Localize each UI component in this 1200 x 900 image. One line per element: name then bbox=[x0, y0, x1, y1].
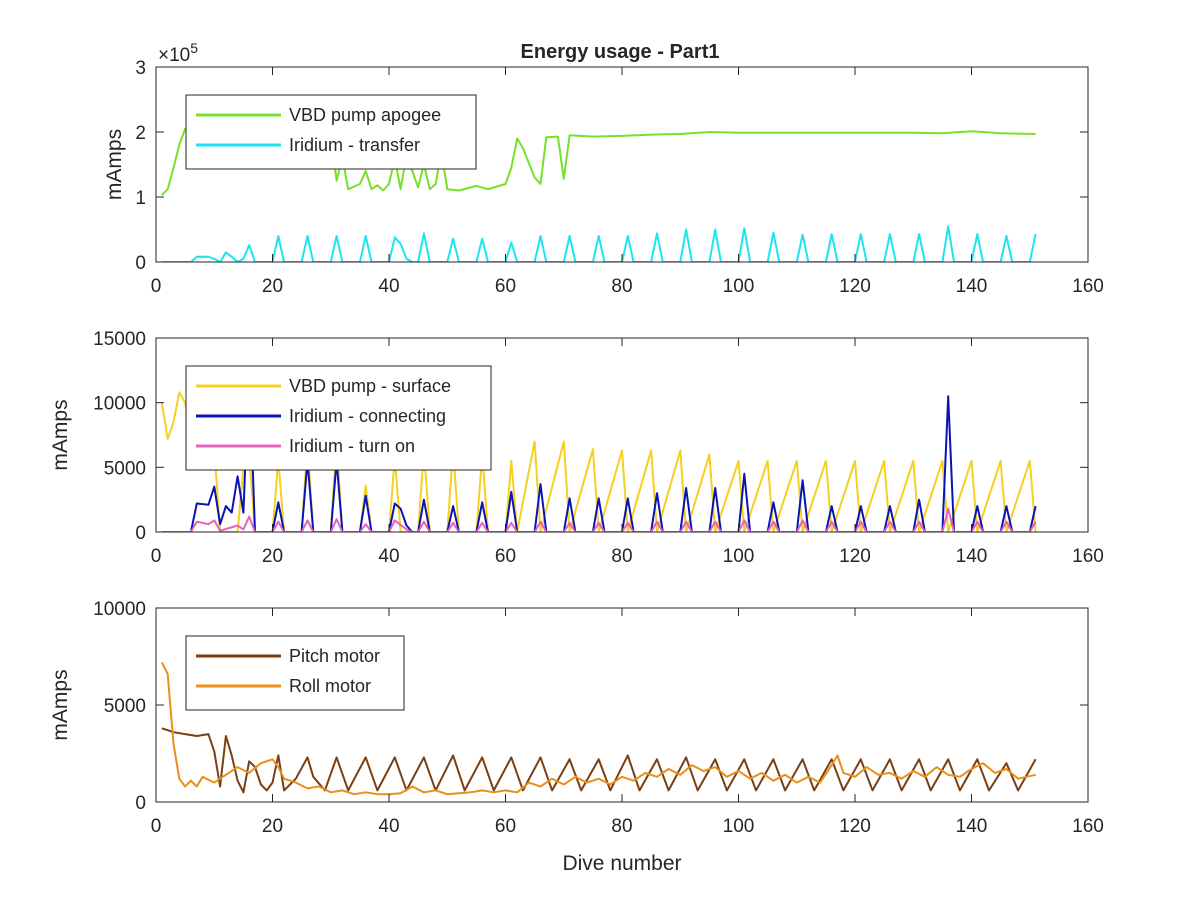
x-tick-label: 20 bbox=[262, 546, 283, 567]
legend-label: Iridium - transfer bbox=[289, 135, 420, 155]
x-tick-label: 100 bbox=[723, 546, 755, 567]
subplot-2: 0 20 40 60 80 100 120 140 160 0 5000 10000 15000 mAmp… bbox=[49, 329, 1104, 567]
y-axis-label: mAmps bbox=[49, 669, 72, 740]
series-line-3-2 bbox=[160, 661, 1036, 796]
y-tick-label: 10000 bbox=[93, 599, 146, 620]
legend-label: VBD pump - surface bbox=[289, 376, 451, 396]
y-tick-label: 0 bbox=[135, 523, 146, 544]
series-line-2-2 bbox=[161, 365, 1037, 532]
chart-title: Energy usage - Part1 bbox=[521, 41, 720, 63]
y-tick-label: 10000 bbox=[93, 394, 146, 415]
series-line-2-1 bbox=[160, 391, 1037, 532]
x-tick-label: 160 bbox=[1072, 546, 1104, 567]
x-tick-label: 20 bbox=[262, 816, 283, 837]
x-tick-label: 120 bbox=[839, 816, 871, 837]
x-tick-label: 140 bbox=[956, 276, 988, 297]
y-tick-label: 2 bbox=[135, 123, 146, 144]
x-tick-label: 40 bbox=[378, 546, 399, 567]
legend-label: Roll motor bbox=[289, 676, 371, 696]
y-axis-label: mAmps bbox=[49, 399, 72, 470]
y-tick-label: 5000 bbox=[104, 458, 146, 479]
y-multiplier-exponent: 5 bbox=[190, 40, 198, 56]
x-tick-label: 100 bbox=[723, 816, 755, 837]
legend: Pitch motor Roll motor bbox=[185, 635, 405, 711]
x-tick-label: 140 bbox=[956, 546, 988, 567]
x-tick-label: 0 bbox=[151, 276, 162, 297]
x-tick-label: 0 bbox=[151, 816, 162, 837]
x-tick-label: 120 bbox=[839, 546, 871, 567]
y-tick-label: 0 bbox=[135, 793, 146, 814]
x-tick-label: 20 bbox=[262, 276, 283, 297]
legend-label: Pitch motor bbox=[289, 646, 380, 666]
y-tick-label: 1 bbox=[135, 188, 146, 209]
legend-box bbox=[185, 94, 477, 170]
x-tick-label: 80 bbox=[611, 276, 632, 297]
legend: VBD pump apogee Iridium - transfer bbox=[185, 94, 477, 170]
legend-box bbox=[185, 635, 405, 711]
series-line-1-2 bbox=[161, 225, 1037, 262]
legend-label: VBD pump apogee bbox=[289, 105, 441, 125]
x-tick-label: 0 bbox=[151, 546, 162, 567]
subplot-3: 0 20 40 60 80 100 120 140 160 0 5000 10000 mAmps Dive… bbox=[49, 599, 1104, 875]
legend-label: Iridium - turn on bbox=[289, 436, 415, 456]
series-line-2-3 bbox=[161, 507, 1037, 532]
y-tick-label: 5000 bbox=[104, 696, 146, 717]
x-tick-label: 160 bbox=[1072, 816, 1104, 837]
x-tick-label: 60 bbox=[495, 816, 516, 837]
y-axis-label: mAmps bbox=[103, 129, 126, 200]
y-tick-label: 0 bbox=[135, 253, 146, 274]
x-tick-label: 160 bbox=[1072, 276, 1104, 297]
series-line-3-1 bbox=[161, 727, 1037, 794]
x-tick-label: 60 bbox=[495, 546, 516, 567]
x-tick-label: 100 bbox=[723, 276, 755, 297]
y-tick-label: 15000 bbox=[93, 329, 146, 350]
y-tick-label: 3 bbox=[135, 58, 146, 79]
x-tick-label: 120 bbox=[839, 276, 871, 297]
x-tick-label: 40 bbox=[378, 276, 399, 297]
x-tick-label: 60 bbox=[495, 276, 516, 297]
x-tick-label: 140 bbox=[956, 816, 988, 837]
legend-label: Iridium - connecting bbox=[289, 406, 446, 426]
legend-box bbox=[185, 365, 492, 471]
legend: VBD pump - surface Iridium - connecting Ir… bbox=[185, 365, 492, 471]
x-tick-label: 80 bbox=[611, 546, 632, 567]
x-tick-label: 40 bbox=[378, 816, 399, 837]
x-axis-label: Dive number bbox=[562, 852, 681, 875]
x-tick-label: 80 bbox=[611, 816, 632, 837]
